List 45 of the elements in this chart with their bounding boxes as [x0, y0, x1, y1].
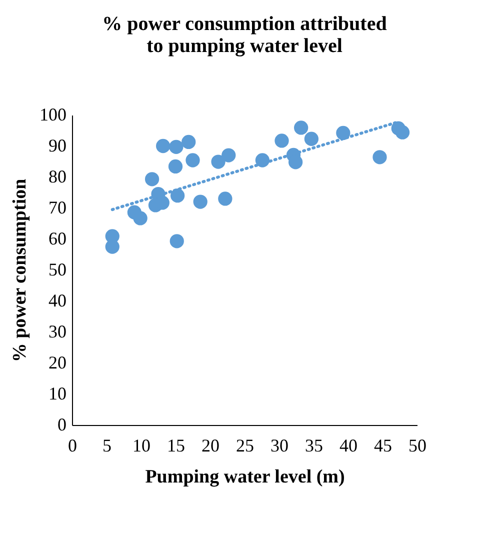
text: % power consumption attributed	[102, 13, 387, 35]
y-tick-label: 60	[48, 228, 66, 248]
point	[304, 132, 318, 146]
y-tick-label: 10	[48, 384, 66, 404]
x-tick-label: 10	[132, 436, 150, 456]
point	[156, 138, 170, 154]
x-tick-label: 35	[305, 436, 323, 456]
x-tick-label: 5	[102, 436, 112, 456]
x-tick-label: 50	[408, 436, 426, 456]
point	[144, 172, 160, 186]
y-tick-label: 40	[48, 290, 66, 310]
y-tick-label: 50	[48, 260, 66, 280]
point	[170, 234, 184, 248]
point	[186, 153, 200, 168]
point	[288, 155, 303, 170]
y-tick-label: 20	[48, 352, 66, 372]
point	[168, 159, 183, 174]
y-tick-label: 80	[48, 166, 66, 186]
point	[169, 140, 184, 154]
point	[105, 240, 120, 254]
x-tick-label: 30	[270, 436, 288, 456]
text: to pumping water level	[146, 35, 342, 57]
point	[372, 150, 387, 164]
point	[294, 120, 308, 135]
point	[193, 194, 208, 209]
x-tick-label: 40	[340, 436, 358, 456]
x-tick-label: 25	[236, 436, 254, 456]
y-tick-label: 30	[48, 322, 66, 342]
point	[274, 134, 289, 148]
point	[395, 125, 410, 140]
y-axis-title: % power consumption	[10, 178, 30, 362]
y-tick-label: 100	[40, 104, 66, 124]
point	[218, 192, 232, 206]
point	[222, 148, 236, 162]
y-tick-label: 90	[48, 136, 66, 156]
y-tick-label: 0	[58, 414, 66, 434]
point	[182, 134, 196, 150]
x-tick-label: 20	[202, 436, 220, 456]
x-tick-label: 45	[374, 436, 392, 456]
x-axis-title: Pumping water level (m)	[145, 466, 345, 488]
x-tick-label: 15	[167, 436, 185, 456]
point	[133, 211, 148, 226]
point	[170, 188, 185, 203]
point	[211, 154, 226, 169]
y-tick-label: 70	[48, 198, 66, 218]
